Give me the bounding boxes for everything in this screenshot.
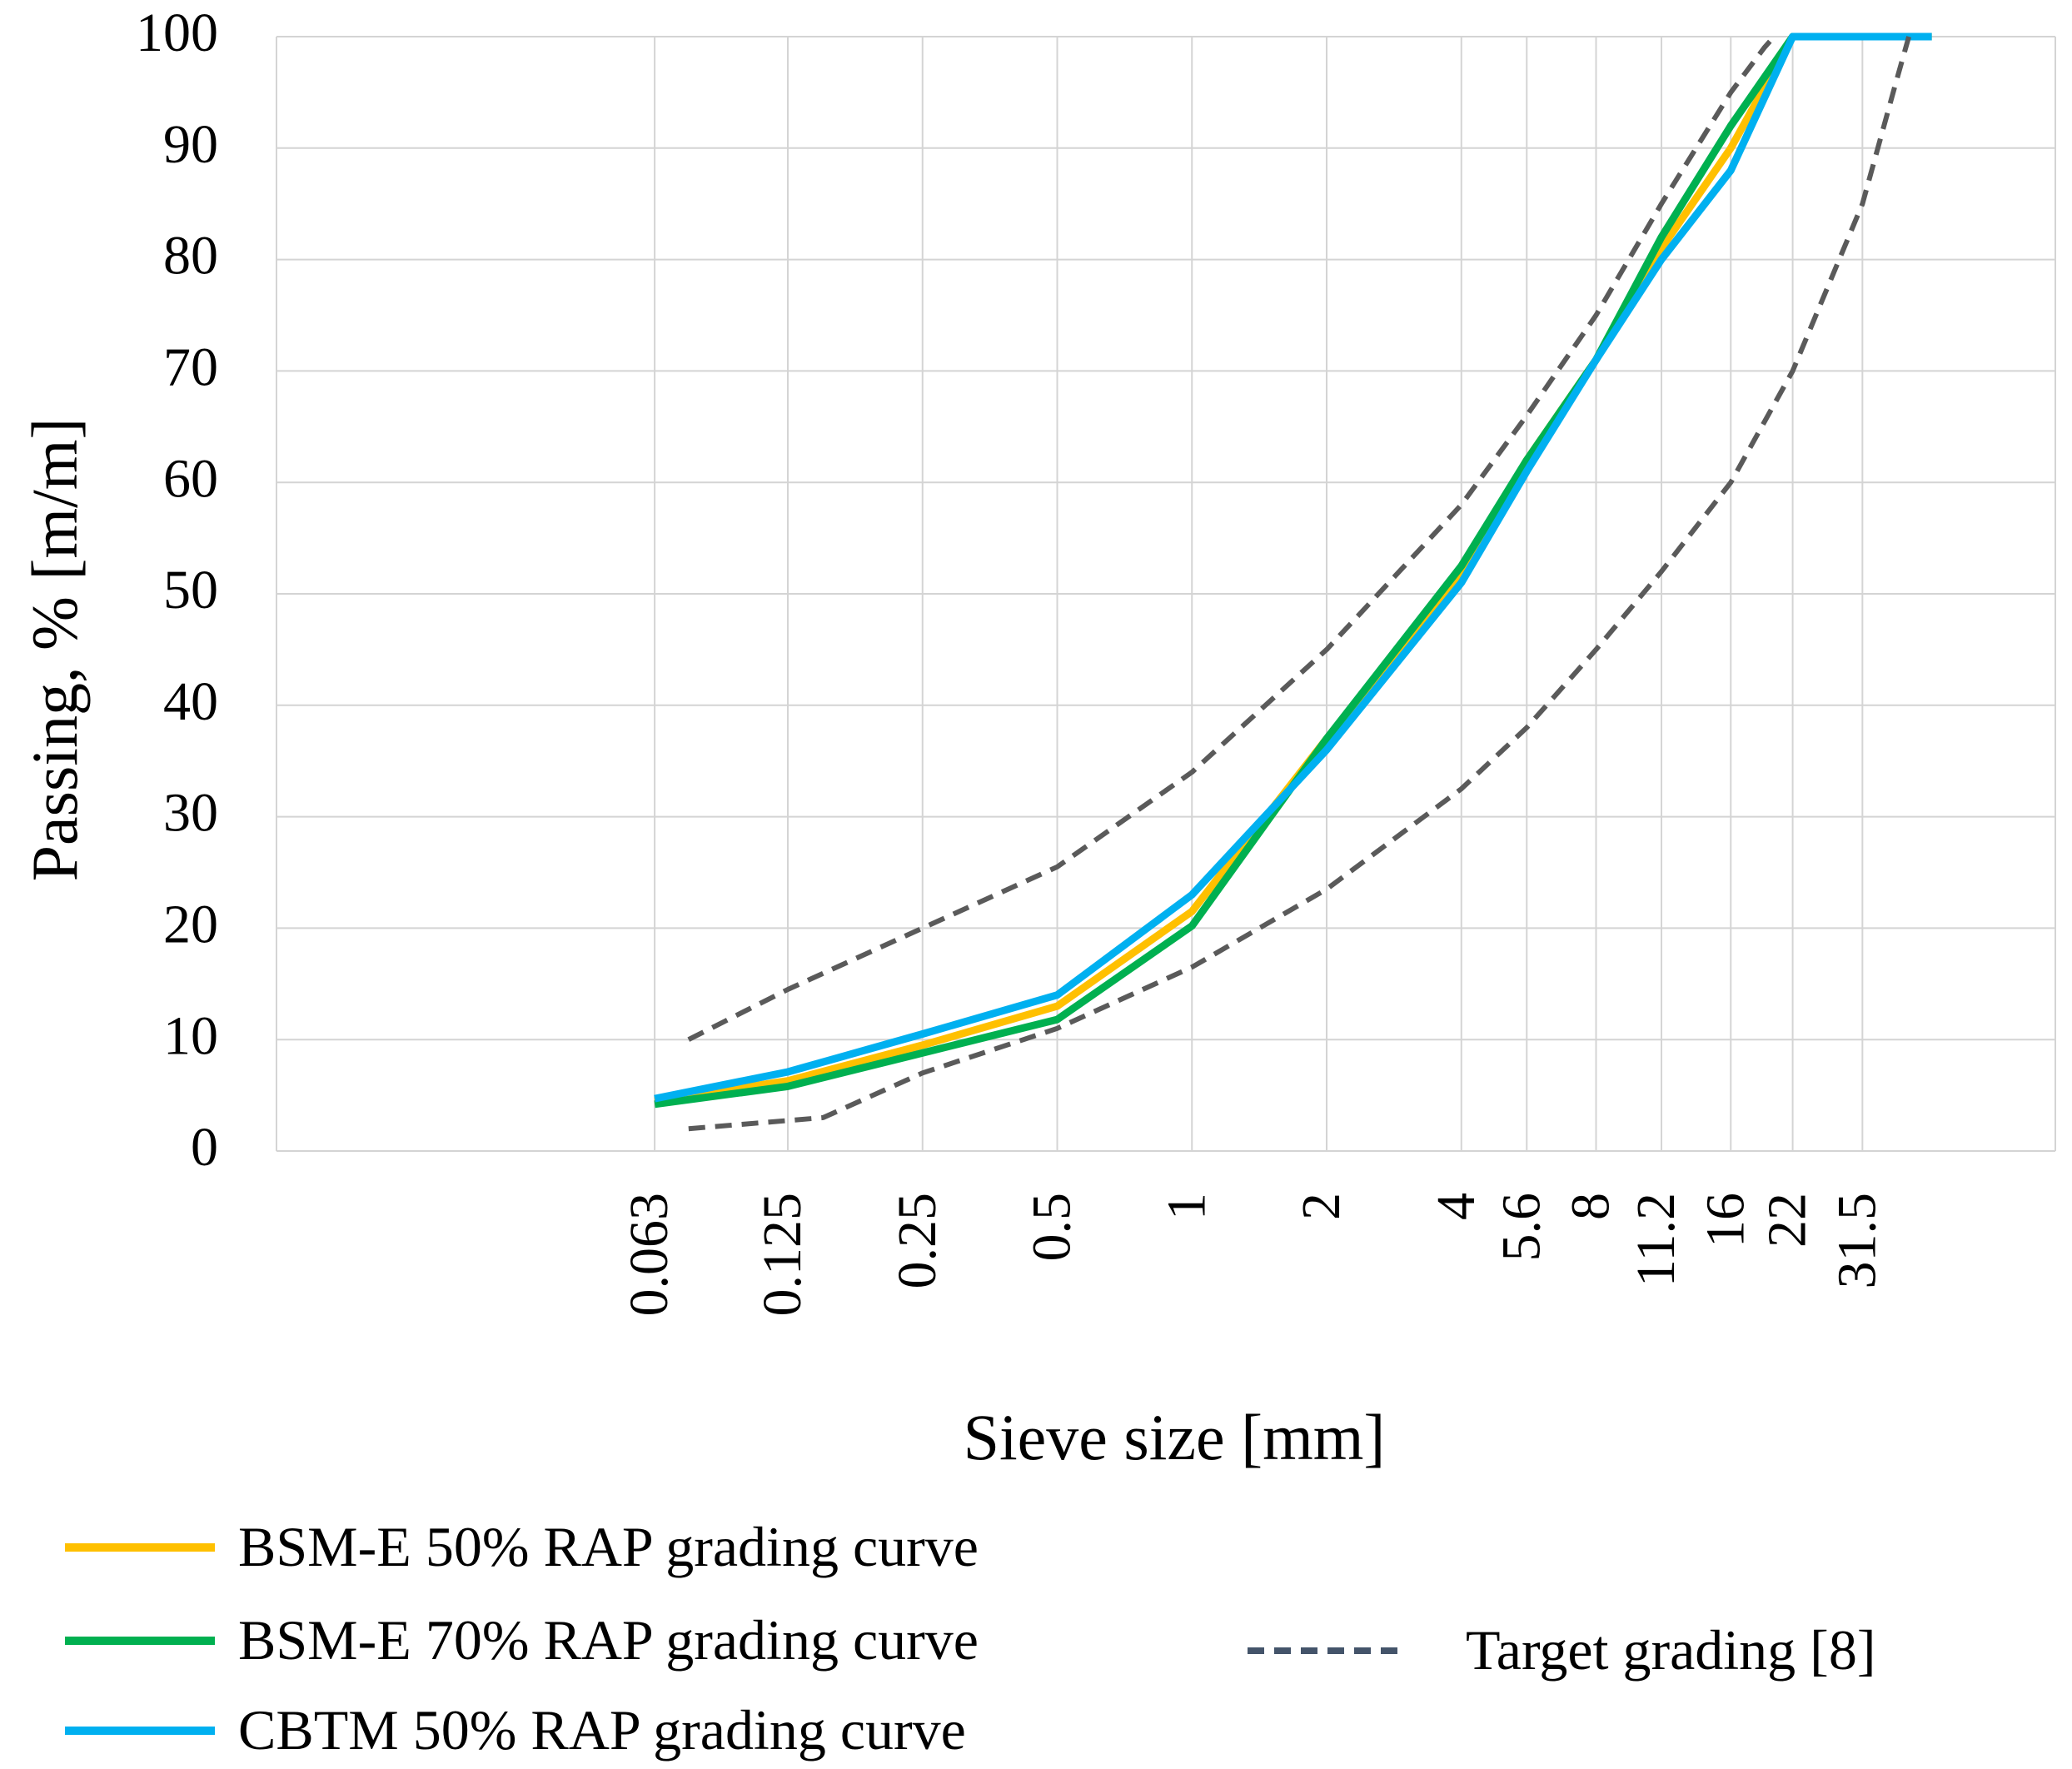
- x-tick-label: 0.5: [1022, 1193, 1083, 1262]
- x-axis-ticks: 0.063 0.125 0.25 0.5 1 2 4 5.6 8 11.2 16 22 31.5: [619, 1193, 1887, 1317]
- x-tick-label: 31.5: [1826, 1193, 1887, 1289]
- y-tick-label: 70: [163, 337, 218, 398]
- x-tick-label: 0.063: [619, 1193, 680, 1317]
- x-tick-label: 11.2: [1626, 1193, 1686, 1287]
- series-line: [688, 36, 1911, 1132]
- legend-label: BSM-E 50% RAP grading curve: [238, 1515, 979, 1578]
- series-line: [654, 32, 1932, 1105]
- y-tick-label: 40: [163, 671, 218, 732]
- series-line: [654, 32, 1932, 1103]
- y-tick-label: 10: [163, 1005, 218, 1066]
- y-tick-label: 30: [163, 783, 218, 844]
- series-lines: [654, 32, 1932, 1132]
- y-tick-label: 100: [136, 2, 218, 63]
- y-axis-title: Passing, % [m/m]: [18, 418, 91, 882]
- y-tick-label: 50: [163, 560, 218, 620]
- x-axis-title: Sieve size [mm]: [964, 1401, 1386, 1473]
- series-line: [687, 35, 1776, 1042]
- legend-label: CBTM 50% RAP grading curve: [238, 1698, 966, 1762]
- legend: BSM-E 50% RAP grading curve BSM-E 70% RAP…: [65, 1515, 1875, 1762]
- y-tick-label: 20: [163, 894, 218, 955]
- legend-label: BSM-E 70% RAP grading curve: [238, 1608, 979, 1672]
- x-tick-label: 5.6: [1491, 1193, 1552, 1262]
- x-tick-label: 22: [1757, 1193, 1818, 1248]
- legend-label: Target grading [8]: [1466, 1618, 1875, 1682]
- x-tick-label: 0.25: [887, 1193, 948, 1289]
- y-tick-label: 0: [191, 1117, 218, 1178]
- series-line: [654, 32, 1932, 1109]
- x-tick-label: 1: [1156, 1193, 1217, 1220]
- x-tick-label: 4: [1426, 1193, 1487, 1220]
- y-tick-label: 90: [163, 114, 218, 175]
- gridlines: [276, 36, 2056, 1152]
- y-tick-label: 80: [163, 226, 218, 287]
- y-axis-ticks: 0 10 20 30 40 50 60 70 80 90 100: [136, 2, 218, 1178]
- x-tick-label: 2: [1291, 1193, 1352, 1220]
- x-tick-label: 8: [1561, 1193, 1621, 1220]
- x-tick-label: 16: [1695, 1193, 1756, 1248]
- y-tick-label: 60: [163, 448, 218, 509]
- x-tick-label: 0.125: [752, 1193, 813, 1317]
